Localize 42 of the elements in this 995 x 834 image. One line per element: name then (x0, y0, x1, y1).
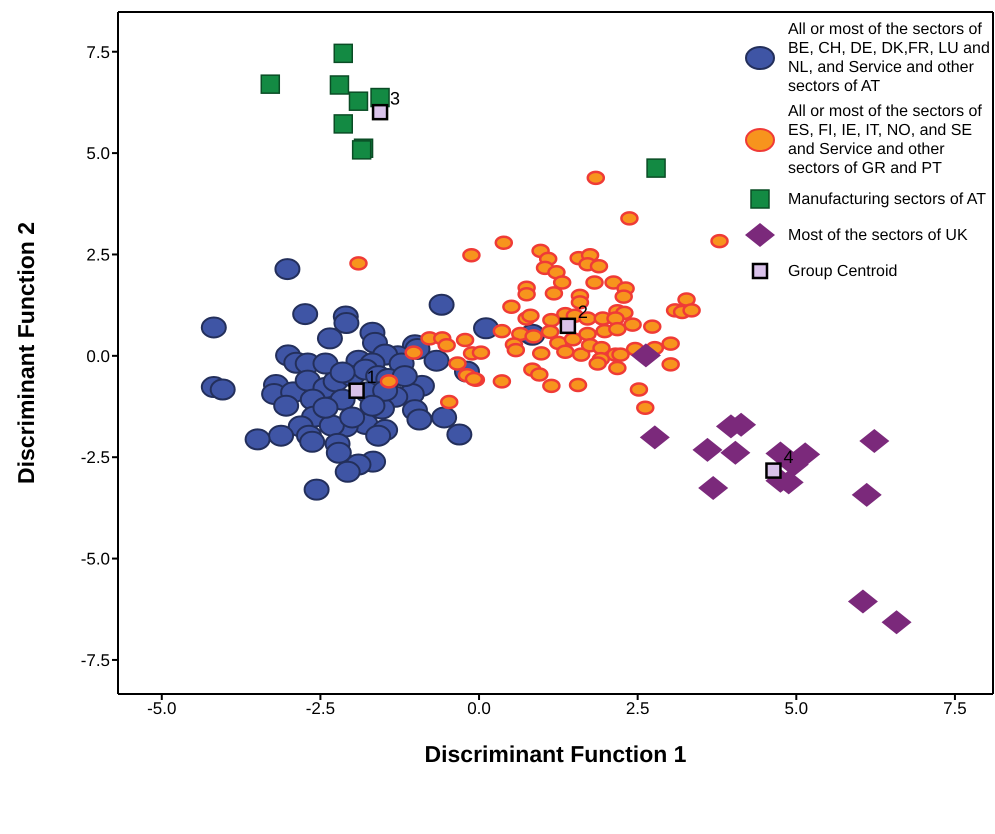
point (848, 590, 878, 614)
y-tick-label: 0.0 (86, 346, 110, 366)
y-tick-label: 7.5 (86, 42, 110, 62)
x-tick-label: 7.5 (943, 699, 967, 718)
legend-label: Group Centroid (788, 262, 898, 280)
legend-label: All or most of the sectors of BE, CH, DE, DK,FR, LU and NL, and Service and other sectors of AT (788, 20, 991, 96)
x-tick-label: -5.0 (147, 699, 176, 718)
point (640, 425, 670, 450)
annotation: 3 (390, 88, 400, 109)
point (630, 343, 661, 368)
annotation: 4 (783, 446, 794, 467)
point (348, 382, 365, 399)
x-tick-label: 2.5 (626, 699, 650, 718)
x-axis-title: Discriminant Function 1 (424, 741, 687, 767)
y-axis-title: Discriminant Function 2 (13, 222, 40, 484)
x-tick-label: 5.0 (784, 699, 808, 718)
y-tick-label: 2.5 (86, 246, 110, 265)
point (859, 428, 890, 453)
point (330, 75, 350, 95)
x-tick-label: -2.5 (306, 699, 336, 718)
point (334, 114, 354, 134)
annotation: 1 (366, 367, 377, 388)
legend-label: All or most of the sectors of ES, FI, IE, IT, NO, and SE and Service and other sectors of GR and PT (788, 102, 983, 178)
y-tick-label: -7.5 (80, 650, 110, 670)
point (334, 44, 354, 64)
point (260, 74, 280, 94)
legend-label: Manufacturing sectors of AT (788, 190, 986, 208)
point (698, 476, 728, 500)
point (765, 462, 782, 479)
x-tick-label: 0.0 (467, 699, 491, 718)
y-tick-label: 5.0 (86, 144, 110, 164)
legend-label: Most of the sectors of UK (788, 226, 968, 244)
y-tick-label: -5.0 (80, 550, 110, 569)
y-tick-label: -2.5 (80, 448, 110, 468)
point (852, 482, 882, 507)
point (646, 158, 666, 178)
point (348, 91, 368, 111)
point (692, 438, 722, 462)
point (372, 104, 388, 120)
point (560, 318, 576, 334)
point (882, 610, 912, 634)
point (720, 440, 750, 465)
